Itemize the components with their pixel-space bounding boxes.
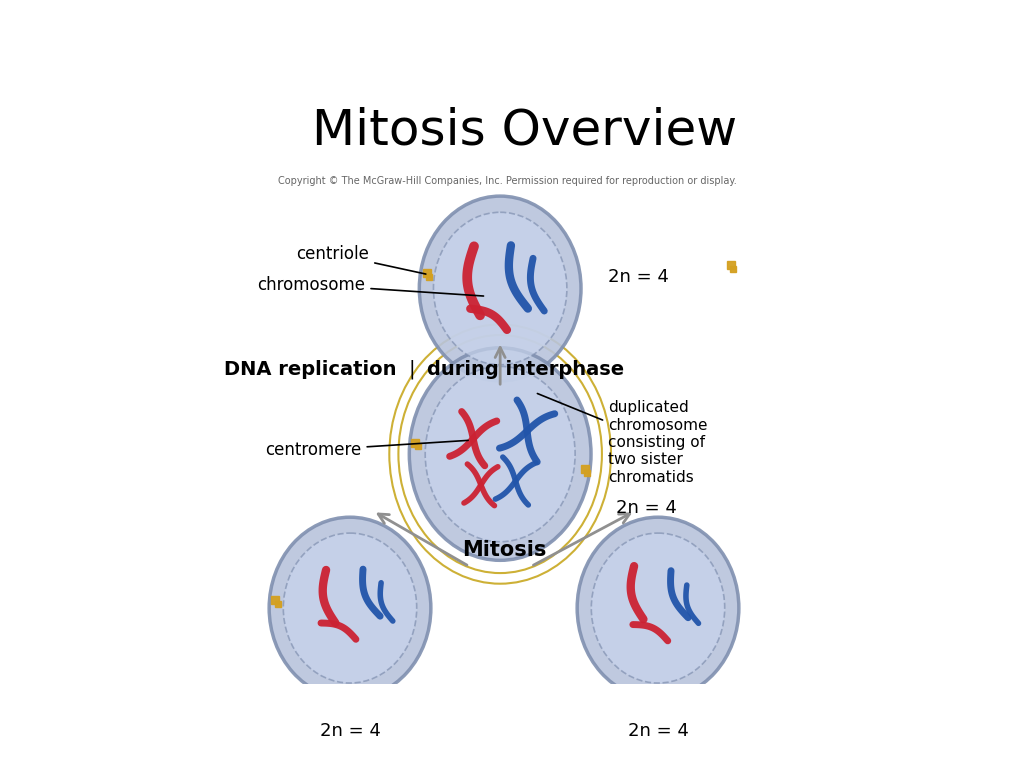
- Ellipse shape: [591, 533, 725, 683]
- Ellipse shape: [425, 366, 575, 541]
- Text: chromosome: chromosome: [257, 276, 483, 296]
- Text: during interphase: during interphase: [427, 360, 625, 379]
- Text: Mitosis Overview: Mitosis Overview: [312, 107, 737, 154]
- Text: 2n = 4: 2n = 4: [608, 268, 669, 286]
- Text: DNA replication: DNA replication: [223, 360, 396, 379]
- Ellipse shape: [419, 196, 581, 381]
- Text: 2n = 4: 2n = 4: [319, 722, 381, 740]
- Ellipse shape: [433, 212, 567, 365]
- Text: |: |: [409, 359, 415, 379]
- Text: 2n = 4: 2n = 4: [615, 499, 677, 517]
- Text: centriole: centriole: [296, 245, 426, 274]
- Text: 2n = 4: 2n = 4: [628, 722, 688, 740]
- Ellipse shape: [284, 533, 417, 683]
- Text: Mitosis: Mitosis: [462, 541, 546, 561]
- Text: centromere: centromere: [265, 440, 468, 459]
- Ellipse shape: [578, 517, 739, 699]
- Text: duplicated
chromosome
consisting of
two sister
chromatids: duplicated chromosome consisting of two …: [538, 393, 708, 485]
- Ellipse shape: [410, 348, 591, 561]
- Ellipse shape: [269, 517, 431, 699]
- Text: Copyright © The McGraw-Hill Companies, Inc. Permission required for reproduction: Copyright © The McGraw-Hill Companies, I…: [279, 176, 737, 186]
